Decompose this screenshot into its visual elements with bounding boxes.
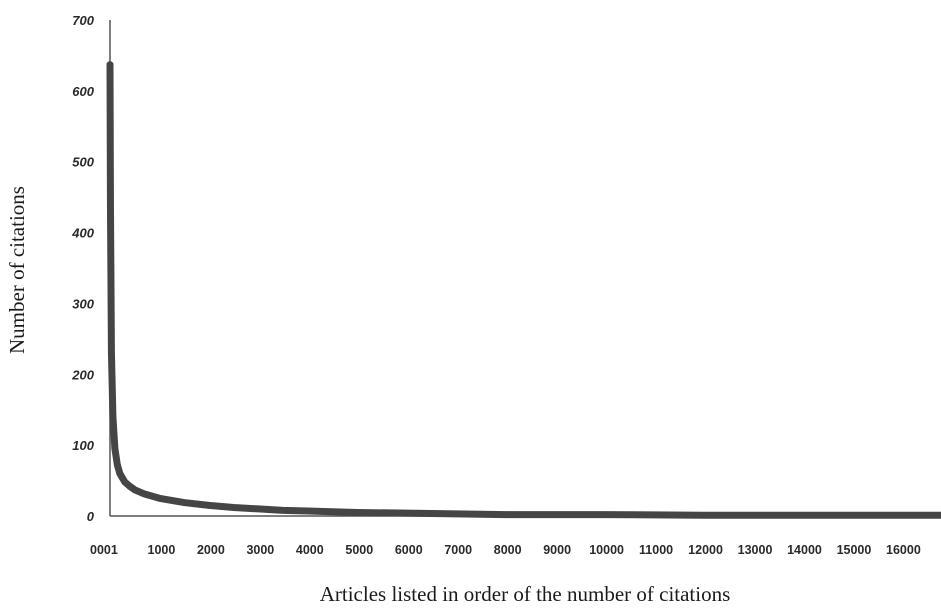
data-point	[183, 502, 185, 504]
data-point	[208, 504, 210, 506]
data-point	[134, 489, 136, 491]
x-tick-label: 1000	[148, 543, 176, 557]
y-tick-label: 200	[71, 367, 94, 382]
data-point	[119, 472, 121, 474]
data-point	[112, 416, 114, 418]
data-point	[116, 464, 118, 466]
data-point	[455, 513, 457, 515]
axes	[109, 20, 941, 517]
data-point	[406, 512, 408, 514]
data-point	[114, 448, 116, 450]
y-tick-label: 500	[72, 155, 94, 170]
y-tick-labels: 0 100 200 300 400 500 600 700	[71, 13, 94, 524]
x-tick-label: 12000	[688, 543, 723, 557]
data-point	[356, 511, 358, 513]
x-tick-label: 9000	[543, 543, 571, 557]
y-tick-label: 400	[71, 226, 94, 241]
x-tick-label: 4000	[296, 543, 324, 557]
x-tick-label: 14000	[787, 543, 822, 557]
x-axis-title: Articles listed in order of the number o…	[320, 582, 731, 606]
data-point	[129, 485, 131, 487]
data-point	[604, 514, 606, 516]
x-tick-label: 16000	[886, 543, 921, 557]
data-point	[801, 514, 803, 516]
data-point	[257, 508, 259, 510]
data-point	[307, 510, 309, 512]
x-tick-label: 6000	[395, 543, 423, 557]
data-point	[158, 497, 160, 499]
x-tick-label: 7000	[444, 543, 472, 557]
x-tick-label: 13000	[738, 543, 773, 557]
y-axis-title: Number of citations	[5, 186, 29, 354]
data-point	[233, 507, 235, 508]
data-point	[144, 493, 146, 495]
data-point	[505, 514, 507, 516]
x-tick-label: 5000	[345, 543, 373, 557]
x-tick-label: 8000	[494, 543, 522, 557]
x-tick-label: 0001	[90, 543, 118, 557]
x-tick-label: 11000	[639, 543, 673, 557]
data-point	[703, 514, 705, 516]
data-point	[282, 509, 284, 511]
data-point	[124, 481, 126, 483]
data-point	[109, 203, 111, 205]
x-tick-label: 15000	[837, 543, 872, 557]
x-tick-labels: 0001 1000 2000 3000 4000 5000 6000 7000 8000 9000…	[90, 543, 921, 557]
data-point	[110, 352, 112, 354]
y-tick-label: 0	[87, 509, 95, 524]
series-line	[106, 61, 941, 519]
y-tick-label: 100	[72, 438, 94, 453]
x-tick-label: 3000	[246, 543, 274, 557]
y-tick-label: 600	[72, 84, 94, 99]
x-tick-label: 10000	[589, 543, 624, 557]
data-point	[900, 514, 902, 516]
series-group	[106, 61, 941, 519]
y-tick-label: 300	[72, 296, 94, 311]
y-tick-label: 700	[72, 13, 94, 28]
data-point	[109, 64, 111, 66]
x-tick-label: 2000	[197, 543, 225, 557]
